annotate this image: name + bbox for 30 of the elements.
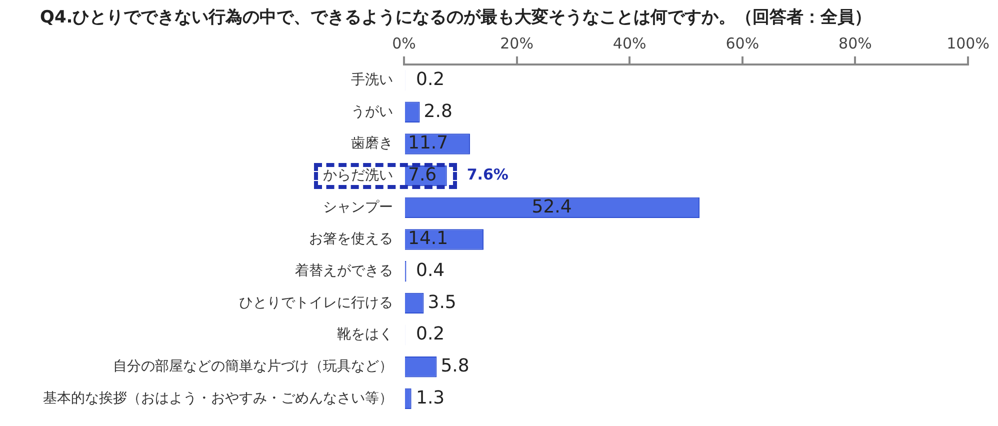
data-label: 52.4 xyxy=(532,196,572,218)
data-label: 0.2 xyxy=(416,324,445,345)
data-label: 0.2 xyxy=(416,68,445,90)
y-tick-label: 靴をはく xyxy=(337,326,393,343)
data-label: 11.7 xyxy=(408,132,448,154)
x-tick-label: 80% xyxy=(838,34,872,52)
x-tick-label: 20% xyxy=(500,34,534,52)
y-tick-label: 手洗い xyxy=(351,72,393,88)
x-tick-label: 100% xyxy=(946,34,990,52)
y-tick-label: 着替えができる xyxy=(295,262,393,279)
data-label: 3.5 xyxy=(428,292,456,313)
y-tick-label: シャンプー xyxy=(323,199,393,216)
x-tick-label: 60% xyxy=(726,34,760,52)
annotation: 7.6% xyxy=(466,166,508,184)
data-label: 5.8 xyxy=(440,356,470,377)
x-tick-label: 0% xyxy=(392,34,416,52)
y-tick-label: うがい xyxy=(351,104,393,120)
y-tick-label: 歯磨き xyxy=(351,136,393,152)
data-label: 14.1 xyxy=(408,228,448,250)
data-label: 0.4 xyxy=(416,260,445,282)
y-tick-label: 自分の部屋などの簡単な片づけ（玩具など） xyxy=(113,358,393,374)
y-tick-label: お箸を使える xyxy=(309,231,393,248)
data-label: 1.3 xyxy=(416,387,445,408)
x-tick-label: 40% xyxy=(612,34,646,52)
y-tick-label: 基本的な挨拶（おはよう・おやすみ・ごめんなさい等） xyxy=(43,390,393,406)
y-tick-label: からだ洗い xyxy=(323,167,393,184)
data-label: 2.8 xyxy=(424,100,452,122)
chart-title: Q4.ひとりでできない行為の中で、できるようになるのが最も大変そうなことは何ですか。（回答者：全員） xyxy=(40,8,872,28)
y-tick-label: ひとりでトイレに行ける xyxy=(239,294,393,311)
data-label: 7.6 xyxy=(408,164,437,186)
